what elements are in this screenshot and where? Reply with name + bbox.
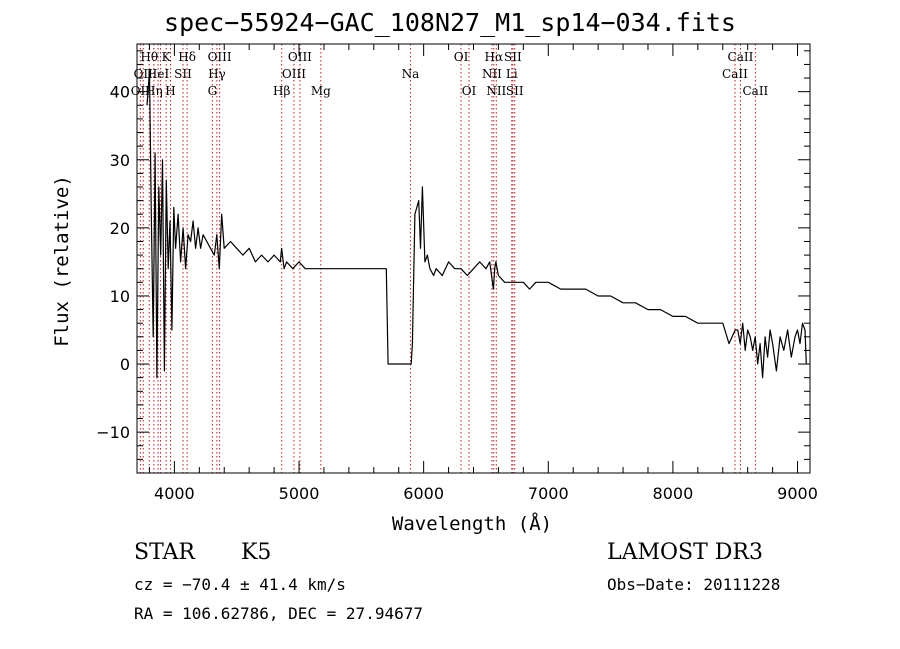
spectral-line-label: H <box>165 84 175 98</box>
spectral-line-label: OIII <box>288 50 312 64</box>
spectral-line-label: Hβ <box>273 84 290 98</box>
spectral-line-label: NII <box>486 84 506 98</box>
survey-name: LAMOST DR3 <box>607 540 763 565</box>
x-tick-label: 7000 <box>528 484 569 503</box>
x-tick-label: 5000 <box>279 484 320 503</box>
spectral-line-label: Hα <box>485 50 504 64</box>
spectral-line-label: NII <box>482 67 502 81</box>
y-tick-label: 10 <box>110 287 130 306</box>
spectral-line-label: SII <box>174 67 192 81</box>
spectral-line-label: Hδ <box>178 50 196 64</box>
spectrum-series-line <box>146 70 807 379</box>
spectral-line-label: Hη <box>145 84 163 98</box>
spectral-line-label: Li <box>506 67 518 81</box>
spectral-line-label: CaII <box>742 84 768 98</box>
y-tick-label: 20 <box>110 219 130 238</box>
y-tick-label: 30 <box>110 151 130 170</box>
redshift-velocity: cz = −70.4 ± 41.4 km/s <box>134 575 346 594</box>
plot-frame <box>136 43 811 474</box>
spectral-line-label: SII <box>506 84 524 98</box>
x-tick-label: 8000 <box>653 484 694 503</box>
y-tick-label: 0 <box>120 355 130 374</box>
object-subclass: K5 <box>241 540 272 565</box>
spectral-line-label: CaII <box>722 67 748 81</box>
y-axis-label: Flux (relative) <box>51 175 73 347</box>
spectral-line-label: Mg <box>311 84 331 98</box>
spectral-line-label: OII <box>134 67 154 81</box>
spectral-line-label: K <box>162 50 172 64</box>
x-tick-label: 6000 <box>403 484 444 503</box>
x-axis-label: Wavelength (Å) <box>392 512 552 535</box>
spectral-line-label: Hγ <box>208 67 226 81</box>
spectral-line-label: G <box>208 84 218 98</box>
spectral-line-label: OI <box>462 84 477 98</box>
spectral-line-label: OI <box>454 50 469 64</box>
chart-title: spec−55924−GAC_108N27_M1_sp14−034.fits <box>164 8 736 37</box>
coordinates: RA = 106.62786, DEC = 27.94677 <box>134 604 423 623</box>
y-tick-label: 40 <box>110 83 130 102</box>
spectral-line-label: HeI <box>147 67 170 81</box>
x-tick-label: 4000 <box>154 484 195 503</box>
spectral-line-label: Na <box>402 67 420 81</box>
y-tick-label: −10 <box>96 423 130 442</box>
spectral-line-label: CaII <box>728 50 754 64</box>
x-tick-label: 9000 <box>777 484 818 503</box>
observation-date: Obs−Date: 20111228 <box>607 575 781 594</box>
spectral-line-label: OIII <box>282 67 306 81</box>
spectral-line-label: OIII <box>208 50 232 64</box>
spectral-line-label: Hθ <box>140 50 158 64</box>
spectral-line-label: OII <box>131 84 151 98</box>
object-class: STAR <box>134 540 195 565</box>
spectral-line-label: SII <box>504 50 522 64</box>
